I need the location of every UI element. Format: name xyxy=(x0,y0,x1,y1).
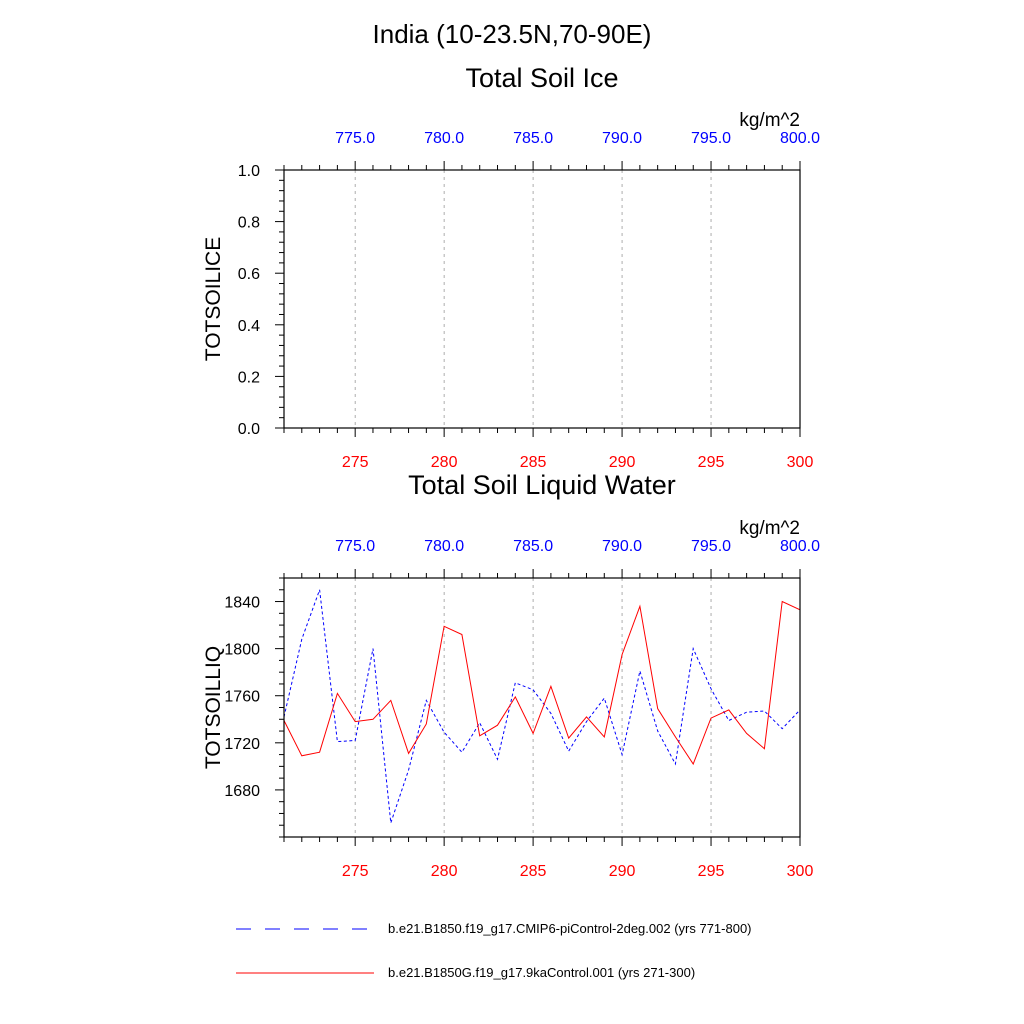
y-tick-label: 1840 xyxy=(224,595,260,612)
units-label: kg/m^2 xyxy=(739,518,800,539)
top-tick-label: 795.0 xyxy=(691,130,731,147)
top-tick-label: 780.0 xyxy=(424,130,464,147)
soil-liquid-panel: Total Soil Liquid Water kg/m^2 TOTSOILLIQ 2… xyxy=(202,470,820,880)
top-tick-label: 800.0 xyxy=(780,538,820,555)
bottom-tick-label: 290 xyxy=(609,454,636,471)
series-line-red xyxy=(284,600,800,766)
y-tick-label: 1720 xyxy=(224,736,260,753)
y-tick-label: 0.2 xyxy=(238,369,260,386)
top-tick-label: 775.0 xyxy=(335,130,375,147)
plot-frame xyxy=(283,169,801,429)
bottom-tick-label: 295 xyxy=(698,863,725,880)
bottom-tick-label: 275 xyxy=(342,863,369,880)
legend-label-red: b.e21.B1850G.f19_g17.9kaControl.001 (yrs… xyxy=(388,965,695,980)
bottom-tick-label: 300 xyxy=(787,863,814,880)
top-tick-label: 775.0 xyxy=(335,538,375,555)
y-tick-label: 0.4 xyxy=(238,318,260,335)
panel-title: Total Soil Liquid Water xyxy=(408,470,676,500)
bottom-tick-label: 300 xyxy=(787,454,814,471)
bottom-tick-label: 275 xyxy=(342,454,369,471)
bottom-tick-label: 295 xyxy=(698,454,725,471)
y-tick-label: 0.0 xyxy=(238,421,260,438)
y-tick-label: 1760 xyxy=(224,689,260,706)
bottom-tick-label: 290 xyxy=(609,863,636,880)
y-axis-label: TOTSOILLIQ xyxy=(202,646,225,769)
bottom-tick-label: 285 xyxy=(520,863,547,880)
top-tick-label: 800.0 xyxy=(780,130,820,147)
region-title: India (10-23.5N,70-90E) xyxy=(373,19,652,49)
bottom-tick-label: 280 xyxy=(431,863,458,880)
top-tick-label: 780.0 xyxy=(424,538,464,555)
y-axis-label: TOTSOILICE xyxy=(202,237,225,361)
panel-title: Total Soil Ice xyxy=(465,63,618,93)
legend: b.e21.B1850.f19_g17.CMIP6-piControl-2deg… xyxy=(236,921,752,980)
units-label: kg/m^2 xyxy=(739,110,800,131)
bottom-tick-label: 280 xyxy=(431,454,458,471)
y-tick-label: 0.8 xyxy=(238,215,260,232)
y-tick-label: 1800 xyxy=(224,642,260,659)
y-tick-label: 0.6 xyxy=(238,266,260,283)
top-tick-label: 785.0 xyxy=(513,130,553,147)
bottom-tick-label: 285 xyxy=(520,454,547,471)
y-tick-label: 1680 xyxy=(224,783,260,800)
soil-ice-panel: Total Soil Ice kg/m^2 TOTSOILICE 275 280 285 2… xyxy=(202,63,820,471)
top-tick-label: 790.0 xyxy=(602,130,642,147)
top-tick-label: 790.0 xyxy=(602,538,642,555)
top-tick-label: 785.0 xyxy=(513,538,553,555)
top-tick-label: 795.0 xyxy=(691,538,731,555)
legend-label-blue: b.e21.B1850.f19_g17.CMIP6-piControl-2deg… xyxy=(388,921,752,936)
y-tick-label: 1.0 xyxy=(238,163,260,180)
series-line-blue xyxy=(284,589,800,824)
